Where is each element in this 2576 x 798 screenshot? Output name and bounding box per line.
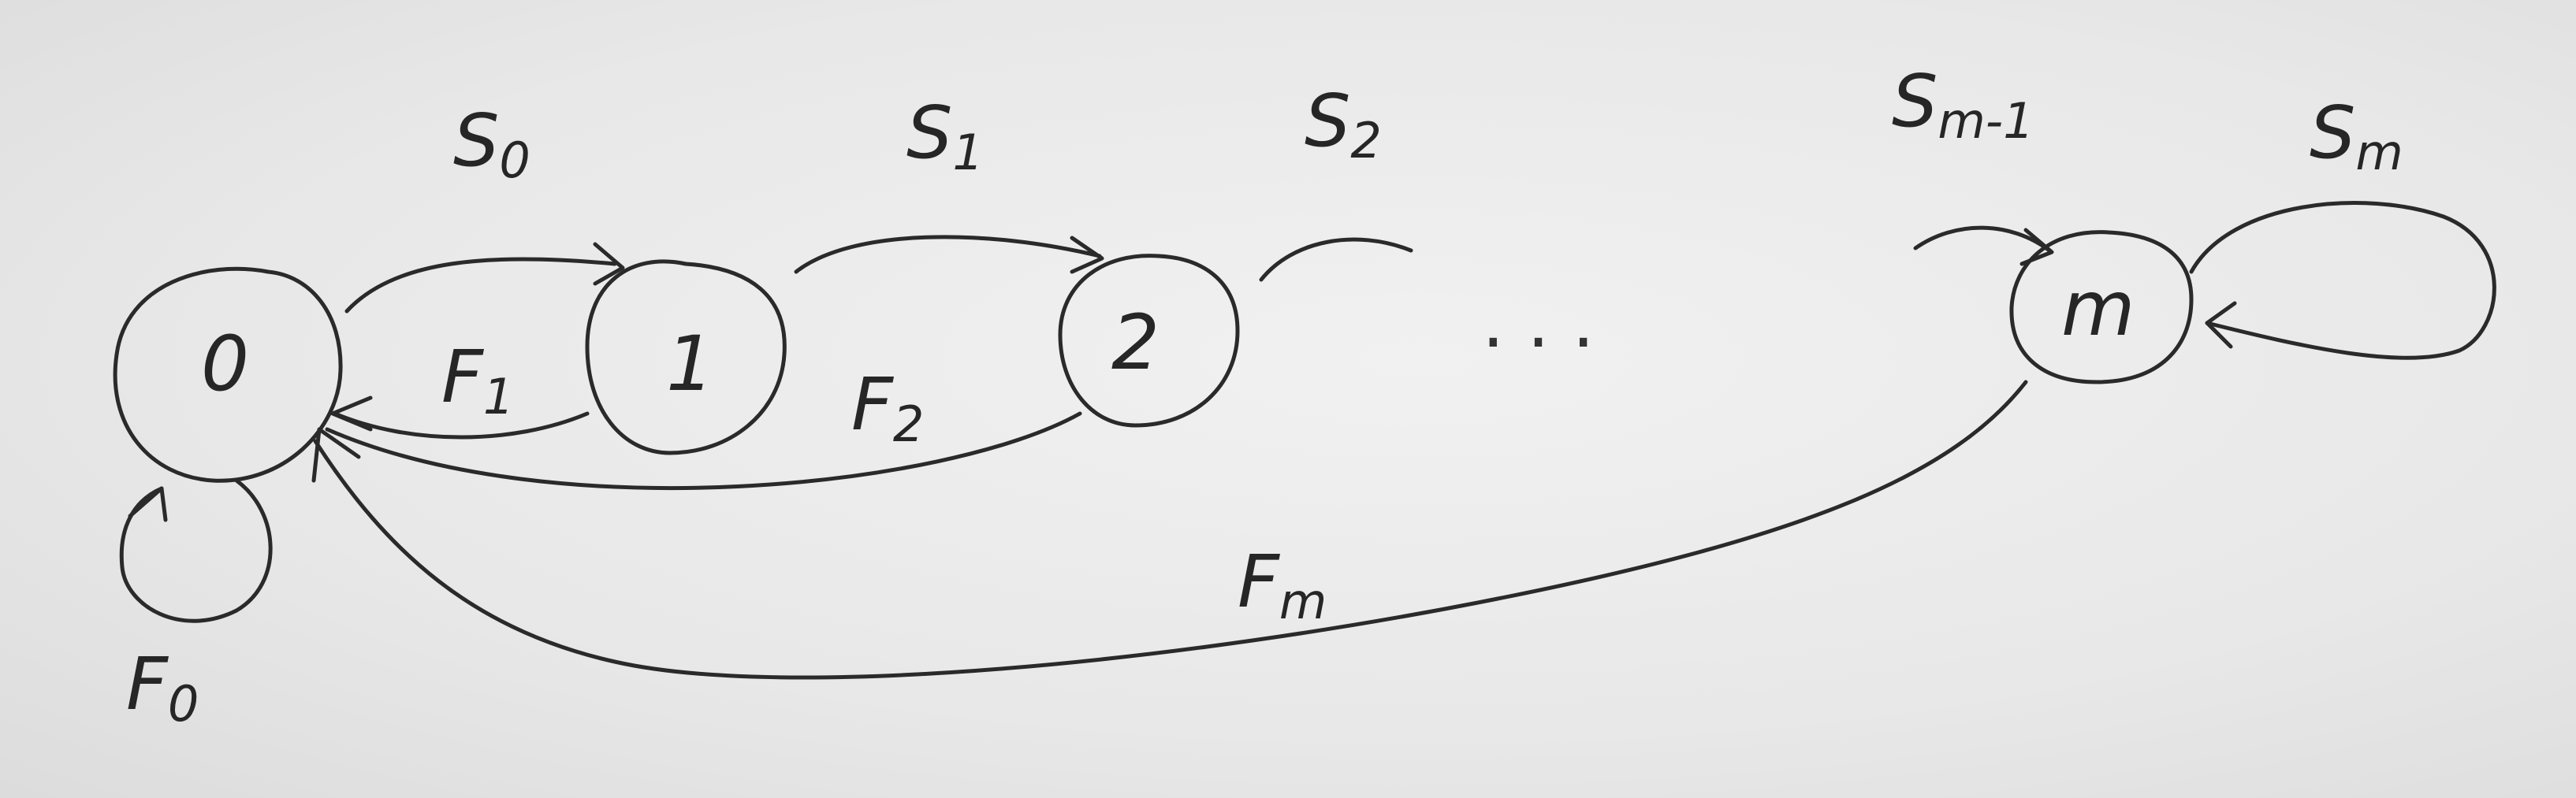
edge-fm bbox=[311, 380, 2028, 680]
label-sm1: Sm-1 bbox=[1892, 59, 2034, 150]
edge-s1 bbox=[794, 235, 1104, 274]
label-f1: F1 bbox=[441, 335, 514, 425]
node-1: 1 bbox=[585, 259, 787, 455]
node-0-label: 0 bbox=[201, 320, 249, 408]
label-s1: S1 bbox=[906, 91, 984, 181]
label-sm: Sm bbox=[2310, 91, 2403, 181]
edge-f2 bbox=[325, 411, 1082, 490]
edge-sm-selfloop bbox=[2189, 201, 2496, 360]
ellipsis: . . . bbox=[1482, 281, 1595, 364]
edge-f0-selfloop bbox=[119, 478, 273, 623]
node-1-label: 1 bbox=[666, 320, 714, 408]
label-fm: Fm bbox=[1238, 540, 1327, 630]
label-s0: S0 bbox=[453, 98, 530, 189]
node-2-label: 2 bbox=[1111, 299, 1160, 387]
edge-s2 bbox=[1259, 237, 1413, 282]
label-f2: F2 bbox=[851, 362, 924, 453]
node-m: m bbox=[2009, 230, 2194, 384]
label-f0: F0 bbox=[126, 642, 199, 733]
node-m-label: m bbox=[2061, 265, 2135, 353]
edge-sm1 bbox=[1913, 225, 2054, 266]
edge-s0 bbox=[344, 242, 625, 314]
edge-f1 bbox=[330, 395, 590, 440]
node-2: 2 bbox=[1058, 254, 1240, 428]
label-s2: S2 bbox=[1305, 79, 1382, 169]
node-0: 0 bbox=[113, 266, 343, 483]
